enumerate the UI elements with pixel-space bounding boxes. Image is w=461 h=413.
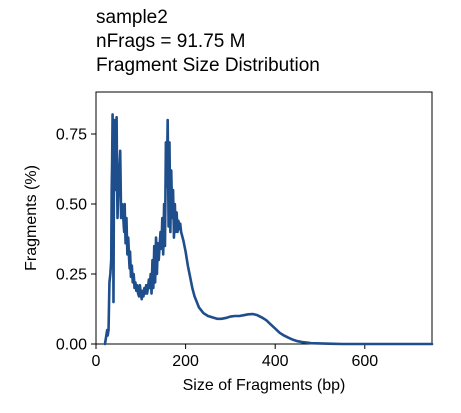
plot-area [95,91,433,345]
x-axis-label: Size of Fragments (bp) [183,377,346,394]
series-line [103,113,434,346]
y-axis-label: Fragments (%) [23,165,40,271]
chart-title-line-1: sample2 [96,7,168,28]
x-tick-label: 0 [92,353,101,370]
plot-frame [95,91,433,345]
y-tick-label: 0.75 [56,127,87,144]
chart-title-line-3: Fragment Size Distribution [96,55,320,76]
y-axis: 0.00 0.25 0.50 0.75 [56,127,96,354]
y-tick-label: 0.50 [56,197,87,214]
chart-title: sample2 nFrags = 91.75 M Fragment Size D… [96,6,320,78]
y-tick-label: 0.25 [56,267,87,284]
chart-title-line-2: nFrags = 91.75 M [96,31,246,52]
y-tick-label: 0.00 [56,337,87,354]
x-tick-label: 600 [351,353,378,370]
x-tick-label: 200 [172,353,199,370]
x-tick-label: 400 [262,353,289,370]
x-axis: 0 200 400 600 [92,344,378,370]
